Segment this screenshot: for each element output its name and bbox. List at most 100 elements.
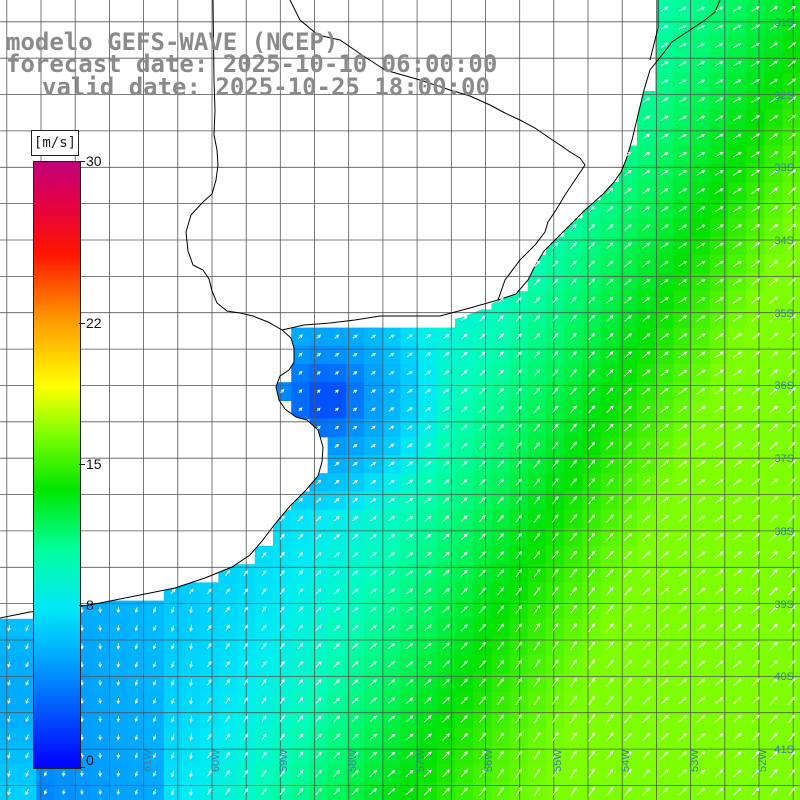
wind-arrow bbox=[642, 732, 651, 742]
wind-arrow bbox=[515, 623, 523, 632]
wind-arrow bbox=[696, 61, 706, 67]
wind-arrow bbox=[352, 497, 359, 503]
wind-arrow bbox=[678, 587, 688, 596]
wind-arrow bbox=[333, 533, 341, 540]
wind-arrow bbox=[387, 733, 396, 741]
wind-arrow bbox=[642, 133, 651, 140]
wind-arrow bbox=[751, 551, 760, 559]
wind-arrow bbox=[25, 752, 29, 759]
wind-arrow bbox=[261, 678, 267, 686]
wind-arrow bbox=[315, 533, 322, 540]
wind-arrow bbox=[551, 641, 559, 651]
wind-arrow bbox=[225, 769, 230, 777]
wind-arrow bbox=[624, 405, 633, 414]
wind-arrow bbox=[714, 678, 724, 687]
wind-arrow bbox=[696, 587, 706, 596]
wind-arrow bbox=[388, 425, 395, 430]
latitude-label: 34S bbox=[774, 235, 794, 247]
wind-arrow bbox=[315, 697, 322, 704]
wind-arrow bbox=[406, 570, 414, 577]
wind-arrow bbox=[388, 534, 396, 540]
wind-arrow bbox=[606, 677, 614, 687]
wind-arrow bbox=[678, 714, 688, 723]
wind-arrow bbox=[207, 697, 212, 704]
wind-arrow bbox=[405, 751, 414, 759]
wind-arrow bbox=[660, 315, 669, 322]
wind-arrow bbox=[351, 769, 359, 777]
wind-arrow bbox=[624, 369, 633, 377]
wind-arrow bbox=[369, 788, 378, 796]
wind-arrow bbox=[750, 260, 761, 268]
wind-arrow bbox=[570, 695, 577, 706]
wind-arrow bbox=[624, 151, 632, 158]
wind-arrow bbox=[479, 406, 486, 413]
wind-arrow bbox=[714, 369, 724, 377]
latitude-label: 37S bbox=[774, 453, 794, 466]
wind-arrow bbox=[714, 460, 724, 468]
wind-arrow bbox=[660, 351, 669, 359]
wind-arrow bbox=[624, 296, 633, 304]
wind-arrow bbox=[261, 787, 267, 796]
wind-arrow bbox=[333, 788, 341, 796]
wind-arrow bbox=[243, 751, 249, 759]
wind-arrow bbox=[678, 6, 687, 12]
wind-arrow bbox=[515, 315, 522, 322]
wind-arrow bbox=[424, 515, 432, 522]
wind-arrow bbox=[678, 188, 688, 194]
wind-arrow bbox=[478, 569, 486, 577]
wind-arrow bbox=[533, 532, 541, 541]
wind-arrow bbox=[225, 697, 230, 704]
wind-arrow bbox=[660, 43, 669, 48]
wind-arrow bbox=[732, 660, 742, 668]
wind-arrow bbox=[714, 496, 724, 504]
wind-arrow bbox=[787, 114, 797, 122]
longitude-label: 57W bbox=[415, 749, 428, 772]
latitude-label: 35S bbox=[774, 307, 794, 320]
wind-arrow bbox=[333, 606, 340, 613]
wind-arrow bbox=[696, 496, 706, 504]
wind-arrow bbox=[732, 478, 742, 486]
wind-arrow bbox=[570, 750, 577, 760]
wind-arrow bbox=[769, 750, 778, 760]
wind-arrow bbox=[678, 605, 688, 614]
wind-arrow bbox=[642, 405, 651, 413]
wind-arrow bbox=[751, 133, 760, 140]
wind-arrow bbox=[732, 496, 742, 504]
wind-arrow bbox=[751, 751, 760, 760]
wind-arrow bbox=[787, 423, 797, 432]
wind-arrow bbox=[479, 496, 486, 504]
wind-arrow bbox=[750, 296, 761, 304]
wind-arrow bbox=[442, 678, 450, 686]
wind-arrow bbox=[98, 661, 102, 668]
wind-arrow bbox=[424, 606, 432, 613]
wind-arrow bbox=[551, 695, 559, 706]
wind-arrow bbox=[334, 389, 340, 393]
wind-arrow bbox=[570, 387, 577, 395]
wind-arrow bbox=[751, 24, 760, 30]
wind-arrow bbox=[624, 714, 632, 724]
wind-arrow bbox=[732, 296, 743, 304]
wind-arrow bbox=[588, 768, 595, 778]
wind-arrow bbox=[406, 425, 413, 430]
wind-arrow bbox=[225, 642, 230, 649]
wind-arrow bbox=[660, 787, 669, 796]
wind-arrow bbox=[279, 533, 285, 540]
wind-arrow bbox=[715, 24, 724, 30]
wind-arrow bbox=[478, 551, 486, 559]
wind-arrow bbox=[696, 551, 706, 559]
wind-arrow bbox=[642, 115, 651, 121]
wind-arrow bbox=[787, 241, 797, 250]
wind-arrow bbox=[515, 387, 523, 395]
wind-arrow bbox=[606, 695, 614, 705]
wind-arrow bbox=[552, 314, 559, 322]
wind-arrow bbox=[170, 661, 175, 668]
wind-arrow bbox=[497, 460, 504, 468]
wind-arrow bbox=[170, 697, 175, 705]
wind-arrow bbox=[297, 497, 304, 504]
wind-arrow bbox=[80, 625, 84, 632]
wind-arrow bbox=[623, 550, 633, 560]
wind-arrow bbox=[279, 570, 285, 577]
wind-arrow bbox=[406, 515, 414, 522]
wind-arrow bbox=[642, 442, 651, 450]
wind-arrow bbox=[207, 769, 212, 777]
